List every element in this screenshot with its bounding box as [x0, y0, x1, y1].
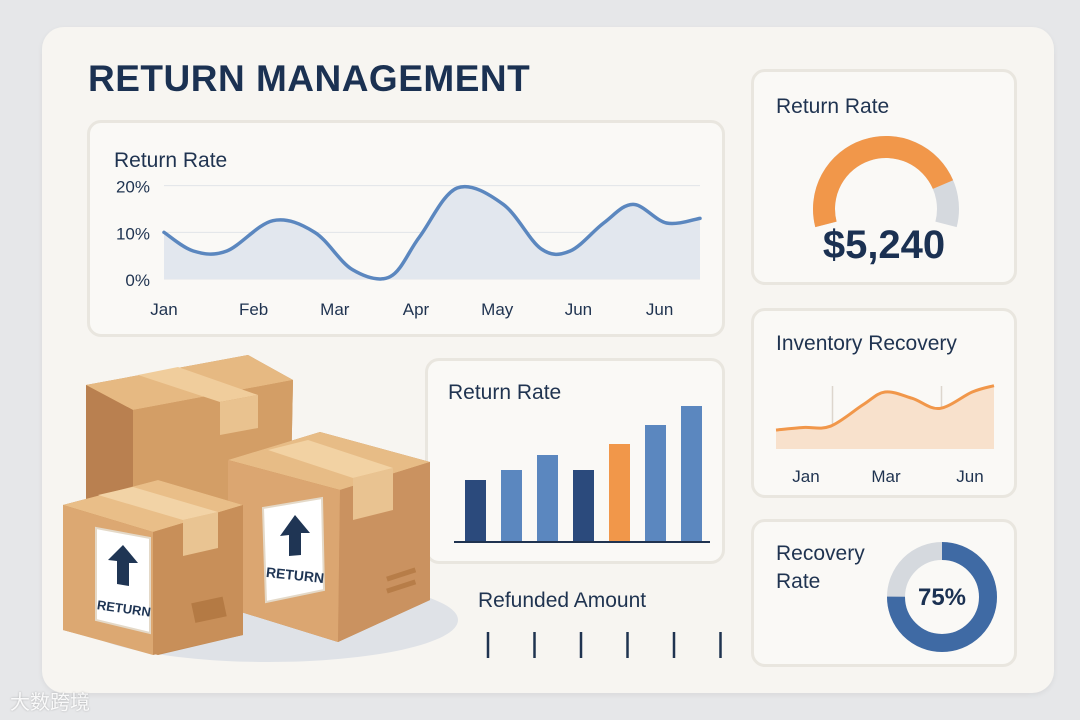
inventory-card-title: Inventory Recovery: [776, 332, 957, 355]
bar: [501, 470, 522, 541]
inventory-recovery-chart: Jan Mar Jun: [775, 384, 995, 486]
right-box-label-text: RETURN: [265, 564, 325, 586]
line-x-tick-label: May: [481, 300, 514, 319]
donut-fill: [887, 542, 997, 652]
bar: [465, 480, 486, 541]
line-x-tick-label: Feb: [239, 300, 268, 319]
line-y-tick-label: 0%: [125, 271, 150, 290]
return-rate-bar-card: Return Rate: [425, 358, 725, 564]
kpi-card-title: Return Rate: [776, 95, 890, 118]
bar: [537, 455, 558, 541]
line-chart-title: Return Rate: [114, 149, 228, 172]
page-title: RETURN MANAGEMENT: [88, 58, 531, 99]
front-box: RETURN: [63, 480, 243, 655]
inv-series: [775, 384, 995, 432]
line-x-tick-label: Jun: [646, 300, 673, 319]
gauge-fill: [813, 136, 954, 228]
refunded-amount-title: Refunded Amount: [478, 589, 647, 612]
inv-x-tick-label: Jun: [956, 467, 983, 486]
return-rate-line-card: Return Rate 0% 10% 20% Jan Feb Mar Apr May Jun Ju…: [87, 120, 725, 337]
return-rate-gauge: [813, 136, 959, 228]
return-rate-line-chart: 0% 10% 20% Jan Feb Mar Apr May Jun Jun: [116, 178, 702, 319]
right-box-stripe-1: [386, 567, 417, 582]
line-y-tick-label: 20%: [116, 178, 150, 197]
inv-area: [776, 385, 994, 449]
inventory-recovery-card: Inventory Recovery Jan Mar Jun: [751, 308, 1017, 498]
refunded-amount-ticks: [486, 632, 722, 658]
right-box: RETURN: [228, 432, 430, 642]
line-y-tick-label: 10%: [116, 224, 150, 243]
line-x-tick-label: Jan: [150, 300, 177, 319]
return-rate-bar-chart: [454, 406, 710, 543]
line-x-tick-label: Apr: [403, 300, 430, 319]
recovery-title-line2: Rate: [776, 570, 821, 593]
inv-x-tick-label: Mar: [871, 467, 901, 486]
front-box-label-text: RETURN: [96, 597, 152, 619]
recovery-title-line1: Recovery: [776, 542, 865, 565]
recovery-rate-donut: 75%: [887, 542, 997, 652]
right-box-up-arrow-icon: [280, 515, 310, 556]
line-x-tick-label: Mar: [320, 300, 350, 319]
front-box-up-arrow-icon: [108, 545, 138, 586]
return-boxes-illustration: RETURN RETURN: [63, 355, 458, 662]
bar-chart-title: Return Rate: [448, 381, 562, 404]
line-series: [162, 184, 702, 281]
inv-x-tick-label: Jan: [792, 467, 819, 486]
kpi-value: $5,240: [822, 223, 946, 267]
front-box-patch: [191, 596, 227, 623]
bar: [573, 470, 594, 541]
line-x-tick-label: Jun: [565, 300, 592, 319]
bar: [681, 406, 702, 541]
bar: [609, 444, 630, 541]
right-box-stripe-2: [386, 579, 417, 594]
bar: [645, 425, 666, 541]
recovery-rate-card: Recovery Rate 75%: [751, 519, 1017, 667]
watermark: 大数跨境: [10, 690, 90, 714]
line-area: [164, 186, 700, 279]
return-rate-kpi-card: Return Rate $5,240: [751, 69, 1017, 285]
donut-value-label: 75%: [918, 584, 966, 611]
